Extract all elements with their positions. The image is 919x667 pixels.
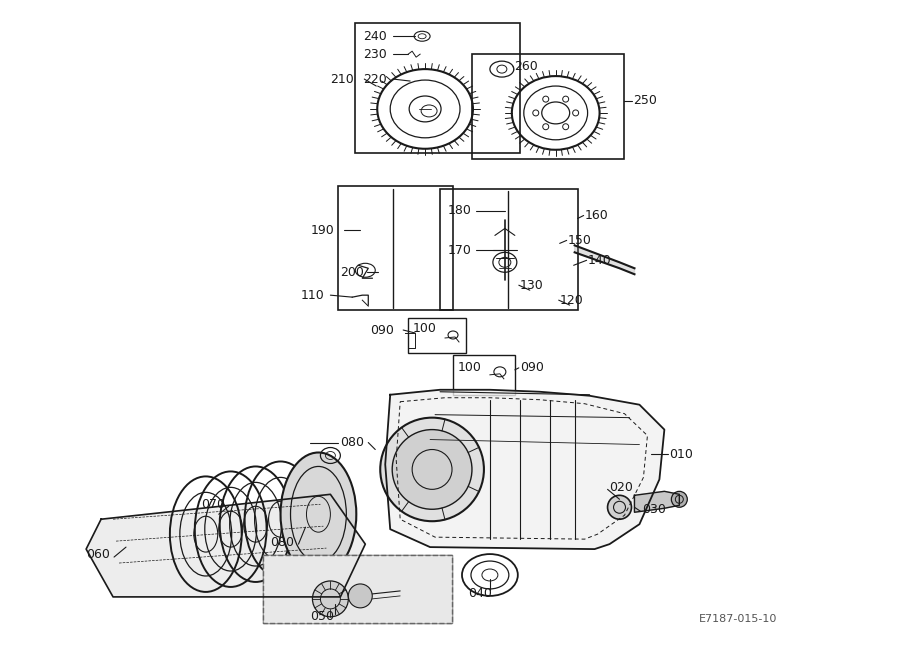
Text: 100: 100 xyxy=(414,321,437,335)
Text: 090: 090 xyxy=(520,362,544,374)
Ellipse shape xyxy=(672,492,687,508)
Bar xyxy=(356,23,520,153)
Text: 040: 040 xyxy=(468,588,492,600)
Text: 020: 020 xyxy=(609,481,633,494)
Text: 070: 070 xyxy=(200,498,225,511)
Text: 030: 030 xyxy=(642,503,666,516)
Bar xyxy=(408,318,466,353)
Text: 190: 190 xyxy=(311,224,335,237)
Text: 090: 090 xyxy=(370,323,394,337)
Text: 080: 080 xyxy=(340,436,364,449)
Polygon shape xyxy=(634,492,679,512)
Text: 170: 170 xyxy=(448,244,472,257)
Text: 260: 260 xyxy=(514,59,538,73)
Text: 050: 050 xyxy=(311,610,335,624)
Bar xyxy=(472,54,623,159)
Text: 180: 180 xyxy=(448,204,472,217)
Bar xyxy=(440,189,578,310)
Bar xyxy=(338,185,453,310)
Ellipse shape xyxy=(392,430,472,510)
Polygon shape xyxy=(385,390,664,549)
Ellipse shape xyxy=(280,452,357,576)
Text: 210: 210 xyxy=(331,73,354,85)
Ellipse shape xyxy=(348,584,372,608)
Text: 060: 060 xyxy=(86,548,110,560)
Text: 140: 140 xyxy=(587,254,611,267)
Text: 160: 160 xyxy=(584,209,608,222)
Text: 220: 220 xyxy=(363,73,387,85)
Text: 240: 240 xyxy=(363,30,387,43)
Text: 120: 120 xyxy=(560,293,584,307)
Ellipse shape xyxy=(312,581,348,617)
Text: 010: 010 xyxy=(669,448,693,461)
Polygon shape xyxy=(574,245,634,274)
Text: 200: 200 xyxy=(340,265,364,279)
Text: 250: 250 xyxy=(633,95,657,107)
Bar xyxy=(453,355,515,395)
Text: 150: 150 xyxy=(568,234,592,247)
Bar xyxy=(263,555,452,623)
Text: 230: 230 xyxy=(363,47,387,61)
Text: 080: 080 xyxy=(270,536,295,549)
Text: 110: 110 xyxy=(301,289,324,301)
Ellipse shape xyxy=(607,496,631,519)
Text: 100: 100 xyxy=(458,362,482,374)
Text: 130: 130 xyxy=(520,279,543,291)
Text: E7187-015-10: E7187-015-10 xyxy=(699,614,777,624)
Polygon shape xyxy=(86,494,365,597)
Bar xyxy=(263,555,452,623)
Ellipse shape xyxy=(380,418,484,521)
